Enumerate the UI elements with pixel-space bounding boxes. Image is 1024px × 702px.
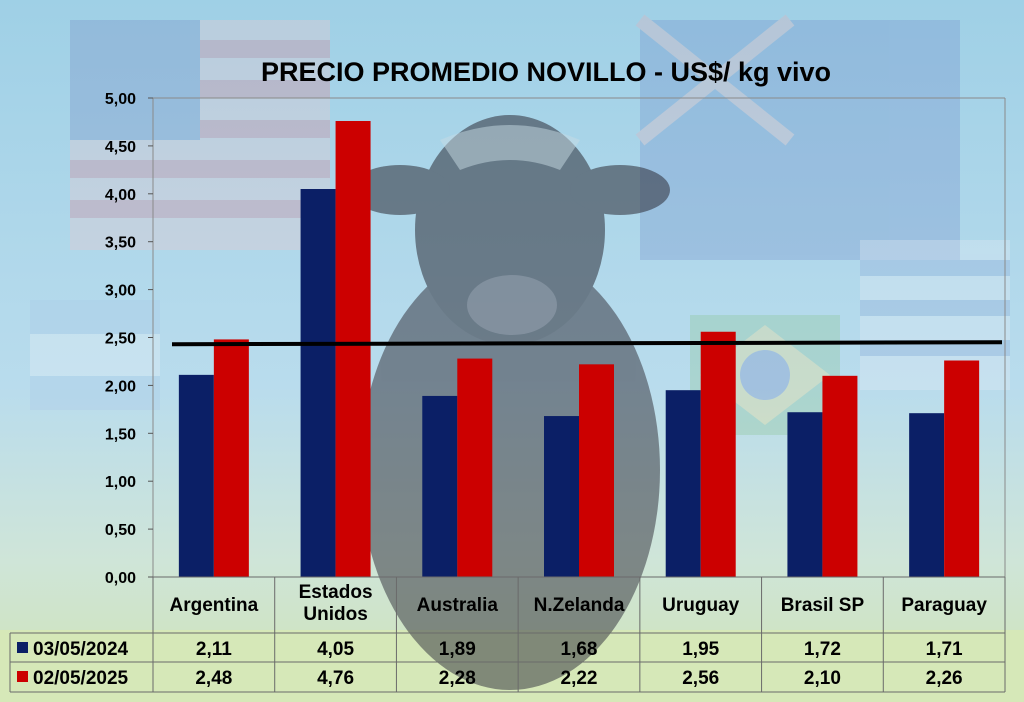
table-value: 4,76	[317, 668, 354, 689]
bar-2025	[579, 364, 614, 577]
bar-2025	[335, 120, 371, 577]
bar-2024	[665, 390, 701, 577]
bar-2025	[213, 339, 249, 577]
y-tick-label: 3,00	[105, 283, 136, 300]
table-value: 1,95	[682, 639, 719, 660]
category-label-line: Estados	[299, 582, 373, 603]
bar-2025	[457, 358, 493, 577]
category-label: Estados Unidos	[299, 582, 373, 625]
australia-flag-shape	[635, 14, 960, 260]
category-label: Brasil SP	[781, 595, 865, 616]
average-line-group	[171, 340, 1003, 347]
y-tick-label: 1,00	[105, 474, 136, 491]
argentina-flag-shape	[30, 300, 160, 410]
bar-2024	[909, 413, 945, 577]
legend-label: 03/05/2024	[33, 639, 129, 660]
legend-swatch	[17, 671, 28, 682]
y-tick-label: 2,00	[105, 378, 136, 395]
y-tick-label: 3,50	[105, 235, 136, 252]
bar-2025	[822, 375, 858, 577]
bar-2025	[944, 360, 980, 577]
table-value: 2,56	[682, 668, 719, 689]
legend-label: 02/05/2025	[33, 668, 129, 689]
table-value: 1,72	[804, 639, 841, 660]
table-value: 1,71	[926, 639, 963, 660]
bar-2025	[700, 331, 736, 577]
category-label: Paraguay	[901, 595, 987, 616]
y-tick-label: 4,50	[105, 139, 136, 156]
usa-flag-shape	[70, 20, 330, 250]
chart-title: PRECIO PROMEDIO NOVILLO - US$/ kg vivo	[261, 57, 831, 87]
category-label: Uruguay	[662, 595, 740, 616]
table-value: 1,68	[561, 639, 598, 660]
table-value: 2,11	[196, 639, 232, 660]
y-tick-label: 5,00	[105, 91, 136, 108]
bar-2024	[544, 416, 579, 577]
y-tick-label: 0,00	[105, 570, 136, 587]
legend-swatch	[17, 642, 28, 653]
y-tick-label: 4,00	[105, 187, 136, 204]
bar-2024	[178, 374, 214, 577]
cow-shape	[350, 115, 670, 690]
data-table: Argentina Estados Unidos Australia N.Zelanda…	[9, 576, 1006, 693]
y-tick-label: 1,50	[105, 426, 136, 443]
category-label: Argentina	[170, 595, 259, 616]
bar-2024	[300, 189, 336, 577]
y-axis: 0,00 0,50 1,00 1,50 2,00 2,50 3,00 3,50 4,00 4,50…	[105, 91, 153, 587]
table-value: 1,89	[439, 639, 476, 660]
category-label-line: Unidos	[303, 604, 367, 625]
table-value: 2,28	[439, 668, 476, 689]
category-label: Australia	[417, 595, 499, 616]
table-value: 2,26	[926, 668, 963, 689]
table-value: 2,10	[804, 668, 841, 689]
table-value: 2,48	[195, 668, 232, 689]
bar-group	[178, 120, 980, 577]
y-tick-label: 0,50	[105, 522, 136, 539]
y-tick-label: 2,50	[105, 331, 136, 348]
bar-2024	[422, 395, 458, 577]
average-line	[171, 340, 1003, 347]
table-value: 2,22	[561, 668, 598, 689]
bar-2024	[787, 412, 823, 577]
category-label: N.Zelanda	[534, 595, 625, 616]
table-value: 4,05	[317, 639, 354, 660]
